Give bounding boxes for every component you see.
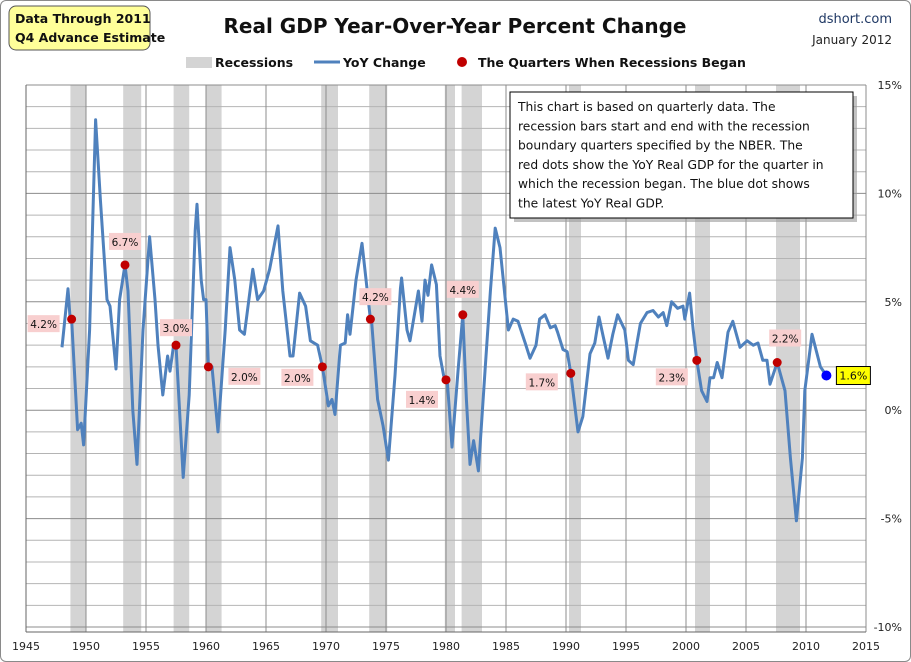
y-tick-label: 0% — [885, 404, 902, 417]
x-tick-label: 1970 — [312, 640, 340, 653]
y-tick-label: 15% — [878, 79, 902, 92]
chart-title: Real GDP Year-Over-Year Percent Change — [224, 14, 687, 38]
dot-label: 4.2% — [30, 319, 57, 331]
x-tick-label: 1965 — [252, 640, 280, 653]
recession-start-dot — [120, 260, 130, 270]
dot-label-bg — [109, 232, 141, 250]
legend: Recessions YoY Change The Quarters When … — [186, 55, 746, 70]
dot-label: 2.0% — [231, 372, 258, 384]
x-tick-label: 1950 — [72, 640, 100, 653]
y-tick-label: 10% — [878, 187, 902, 200]
data-through-badge — [8, 5, 151, 51]
dot-label-bg — [281, 368, 314, 386]
recession-start-dot — [365, 314, 375, 324]
recession-start-dots: 4.2% 6.7% 3.0% 2.0% 2.0% 4.2% 1.4% 4.4% 1.7% 2.3%… — [27, 232, 871, 408]
latest-dot — [821, 370, 832, 381]
badge-line-2: Q4 Advance Estimate — [15, 30, 165, 45]
legend-recession-start: The Quarters When Recessions Began — [478, 55, 746, 70]
dot-label-bg — [446, 280, 479, 298]
axis-labels: 1945 1950 1955 1960 1965 1970 1975 1980 1985 1990… — [12, 79, 902, 653]
annotation-line: This chart is based on quarterly data. T… — [517, 100, 776, 114]
dot-label-bg — [655, 368, 688, 386]
x-tick-label: 1985 — [492, 640, 520, 653]
annotation-box: This chart is based on quarterly data. T… — [509, 91, 857, 222]
dot-label: 3.0% — [163, 323, 190, 335]
recession-bar — [206, 85, 222, 632]
x-tick-label: 1945 — [12, 640, 40, 653]
dot-label-bg — [359, 288, 392, 306]
dot-label: 2.3% — [658, 372, 685, 384]
x-tick-label: 2005 — [732, 640, 760, 653]
recession-start-dot — [171, 340, 181, 350]
dot-label-bg — [228, 367, 261, 385]
x-tick-label: 1990 — [552, 640, 580, 653]
dot-label: 4.4% — [449, 285, 476, 297]
recession-start-dot — [566, 368, 576, 378]
recession-start-dot — [458, 310, 468, 320]
dot-label-bg — [406, 390, 438, 408]
legend-dot-swatch — [457, 57, 467, 67]
legend-yoy: YoY Change — [342, 55, 426, 70]
latest-label-bg — [835, 366, 871, 386]
x-tick-label: 1975 — [372, 640, 400, 653]
y-tick-label: -10% — [874, 621, 902, 634]
recession-bar — [173, 85, 190, 632]
x-tick-label: 2010 — [792, 640, 820, 653]
x-tick-label: 1955 — [132, 640, 160, 653]
dot-label: 4.2% — [362, 292, 389, 304]
recession-bar — [321, 85, 338, 632]
recession-start-dot — [317, 362, 327, 372]
dot-label: 2.0% — [284, 373, 311, 385]
annotation-line: recession bars start and end with the re… — [518, 119, 810, 133]
source-label: dshort.com — [818, 12, 892, 27]
annotation-line: the latest YoY Real GDP. — [518, 197, 664, 211]
recession-start-dot — [67, 314, 77, 324]
dot-label: 2.2% — [772, 334, 799, 346]
annotation-line: which the recession began. The blue dot … — [518, 177, 810, 191]
annotation-line: red dots show the YoY Real GDP for the q… — [518, 158, 824, 172]
recession-bar — [461, 85, 482, 632]
latest-label: 1.6% — [839, 370, 867, 383]
dot-label: 1.4% — [409, 395, 436, 407]
y-tick-label: -5% — [881, 513, 902, 526]
date-label: January 2012 — [811, 33, 892, 47]
recession-start-dot — [441, 375, 451, 385]
annotation-line: boundary quarters specified by the NBER.… — [518, 139, 803, 153]
badge-line-1: Data Through 2011 — [15, 11, 151, 26]
recession-start-dot — [692, 355, 702, 365]
recession-start-dot — [772, 358, 782, 368]
dot-label: 1.7% — [528, 377, 555, 389]
x-tick-label: 2000 — [672, 640, 700, 653]
dot-label-bg — [160, 319, 192, 337]
dot-label-bg — [769, 329, 802, 347]
x-tick-label: 1995 — [612, 640, 640, 653]
recession-bar — [444, 85, 455, 632]
y-tick-label: 5% — [885, 296, 902, 309]
dot-label-bg — [525, 373, 558, 391]
recession-start-dot — [203, 362, 213, 372]
x-tick-label: 1980 — [432, 640, 460, 653]
x-tick-label: 1960 — [192, 640, 220, 653]
dot-label-bg — [27, 315, 60, 333]
legend-recessions: Recessions — [215, 55, 293, 70]
dot-label: 6.7% — [112, 237, 139, 249]
recession-bar — [369, 85, 388, 632]
x-tick-label: 2015 — [852, 640, 880, 653]
header: Data Through 2011 Q4 Advance Estimate Re… — [8, 5, 892, 51]
legend-recession-swatch — [186, 57, 212, 68]
recession-bar — [70, 85, 86, 632]
